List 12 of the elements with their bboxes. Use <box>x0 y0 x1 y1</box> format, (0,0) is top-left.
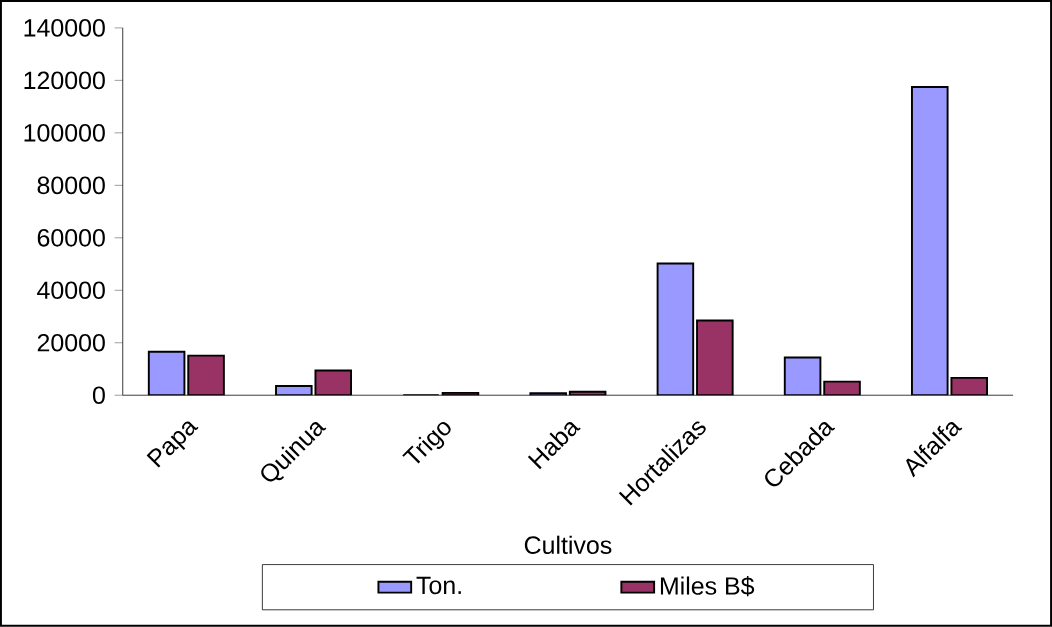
y-tick-label: 40000 <box>37 281 105 300</box>
legend-label: Miles B$ <box>660 576 755 597</box>
y-tick-label: 140000 <box>24 19 105 37</box>
y-tick-label: 20000 <box>37 334 105 352</box>
y-tick-label: 100000 <box>24 124 105 142</box>
x-tick-label: Trigo <box>402 422 451 464</box>
x-axis-title: Cultivos <box>524 535 612 555</box>
legend-label: Ton. <box>416 576 461 595</box>
y-tick-label: 80000 <box>37 176 105 195</box>
y-tick-label: 0 <box>92 386 105 405</box>
y-tick-label: 60000 <box>37 229 105 247</box>
y-tick-label: 120000 <box>24 71 105 90</box>
